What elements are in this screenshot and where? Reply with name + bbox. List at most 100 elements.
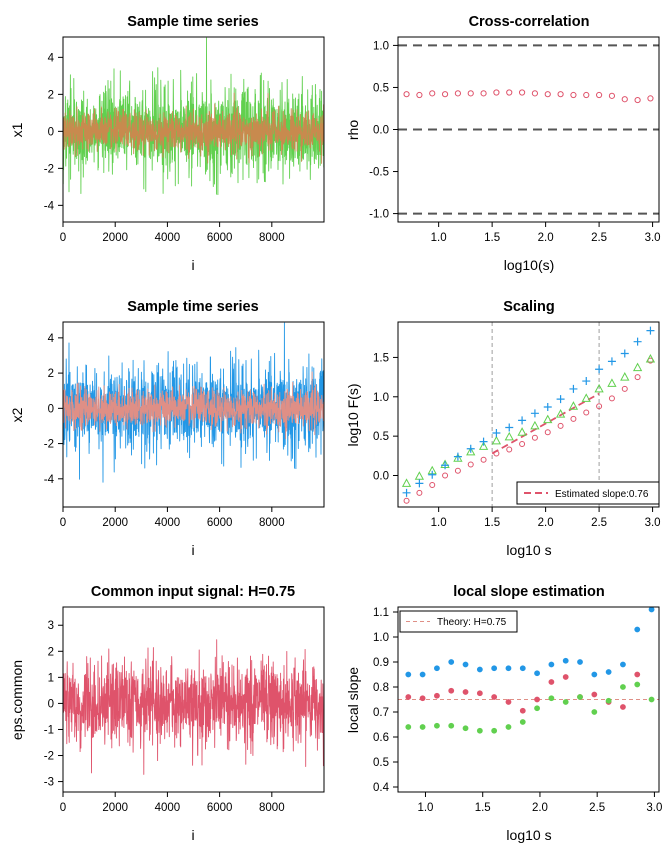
plot-frame [62,606,325,793]
x-tick-label: 2000 [102,232,128,244]
y-tick-label: 1.0 [373,632,389,644]
data-point [583,91,590,99]
x-tick-label: 2.0 [538,232,554,244]
y-tick-label: 0.5 [373,431,389,443]
x-tick-label: 8000 [259,232,285,244]
x-tick-label: 1.5 [475,802,491,814]
point-blue [591,671,598,678]
y-tick-label: -0.5 [369,167,389,179]
data-point [570,91,577,99]
point-green [448,722,455,729]
x-tick-label: 1.0 [431,232,447,244]
point-red [462,689,469,695]
x-tick-label: 0 [60,232,66,244]
point-green [434,722,440,729]
point-plus [556,395,565,404]
point-circle [531,434,538,441]
x-tick-label: 2.5 [589,802,605,814]
point-red [519,707,526,714]
y-tick-label: 3 [48,620,54,632]
x-tick-label: 8000 [259,802,285,814]
point-circle [557,422,564,429]
point-plus [492,429,501,437]
point-triangle [543,414,553,424]
point-red [419,695,426,702]
point-blue [562,657,569,664]
point-green [605,697,612,704]
point-blue [648,606,655,613]
point-blue [620,661,626,668]
point-plus [428,470,437,479]
point-triangle [632,362,643,372]
y-tick-label: -4 [44,474,55,486]
x-tick-label: 6000 [207,517,233,529]
y-tick-label: 0.0 [373,125,389,137]
point-blue [405,671,412,678]
x-tick-label: 1.5 [484,232,500,244]
title-scaling: Scaling [503,299,555,315]
point-triangle [607,378,617,387]
y-tick-label: -1.0 [369,209,389,221]
ylabel-localslope: local slope [345,667,361,733]
plot-crosscorr: 1.0 1.5 2.0 2.5 3.0 -1.0 -0.5 0.0 0.5 1.0 [369,36,661,244]
data-point [595,91,603,99]
y-tick-label: -2 [44,751,54,763]
title-crosscorr: Cross-correlation [469,14,590,30]
point-red [405,694,412,700]
x-tick-label: 4000 [155,232,181,244]
y-tick-label: 1.5 [373,352,389,364]
point-red [562,674,569,680]
ylabel-common: eps.common [9,660,25,740]
y-tick-label: 0.6 [373,732,389,744]
title-localslope: local slope estimation [453,584,605,600]
x-tick-label: 1.0 [431,517,447,529]
x-tick-label: 6000 [207,232,233,244]
x-tick-label: 6000 [207,802,233,814]
point-circle [634,374,641,381]
x-tick-label: 0 [60,802,66,814]
point-circle [403,497,410,504]
title-common: Common input signal: H=0.75 [91,584,295,600]
point-circle [621,385,628,392]
data-point [454,90,462,97]
point-triangle [530,420,540,430]
y-tick-label: 0 [48,698,54,710]
point-plus [543,403,552,412]
point-triangle [504,431,514,441]
point-green [476,727,483,734]
legend-localslope: Theory: H=0.75 [399,610,518,633]
xlabel-x1: i [191,257,194,273]
y-tick-label: 1.0 [373,40,389,52]
y-tick-label: 4 [48,52,55,64]
point-green [519,719,526,725]
title-x2: Sample time series [127,299,258,315]
y-tick-label: 2 [48,646,54,658]
data-point [493,89,500,96]
point-red [534,696,540,703]
data-point [506,89,513,96]
point-circle [570,415,577,422]
point-plus [479,437,488,446]
point-plus [530,409,539,418]
point-green [534,705,540,712]
y-tick-label: -4 [44,200,55,212]
y-tick-label: 1.0 [373,392,389,404]
x-tick-label: 4000 [155,802,181,814]
y-tick-label: -2 [44,163,54,175]
plot-frame [397,36,660,223]
y-tick-label: 0 [48,126,54,138]
data-point [441,91,449,98]
point-circle [442,472,449,479]
point-circle [506,446,513,453]
point-circle [583,409,590,416]
ylabel-x2: x2 [9,407,25,422]
y-tick-label: 0.4 [373,782,390,794]
point-green [505,724,512,730]
y-tick-label: 0.7 [373,707,389,719]
point-blue [462,661,469,668]
x-tick-label: 3.0 [646,802,662,814]
point-blue [448,659,455,665]
point-green [419,724,426,730]
data-point [647,95,654,102]
data-point [416,91,423,99]
